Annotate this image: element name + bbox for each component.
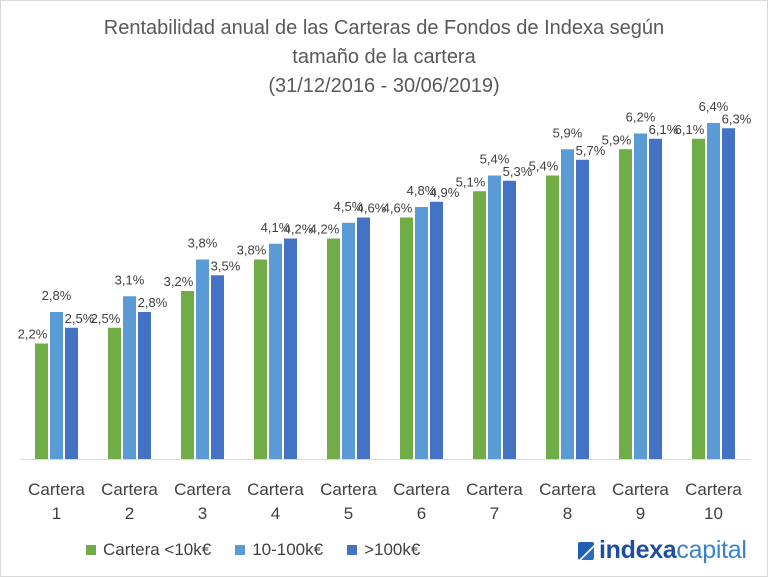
legend-item-medium: 10-100k€: [235, 540, 323, 560]
bar-0-cartera-5: [327, 238, 340, 459]
legend-swatch: [235, 545, 246, 555]
data-label: 6,1%: [675, 122, 705, 137]
x-tick-label: 5: [344, 504, 353, 523]
data-label: 3,8%: [237, 243, 267, 258]
data-label: 5,9%: [553, 125, 583, 140]
data-label: 4,6%: [357, 201, 387, 216]
bar-0-cartera-2: [108, 327, 121, 459]
data-label: 4,5%: [334, 199, 364, 214]
bar-1-cartera-4: [269, 243, 282, 459]
bar-2-cartera-2: [138, 312, 151, 459]
legend-label: Cartera <10k€: [103, 540, 212, 559]
title-line-1: Rentabilidad anual de las Carteras de Fo…: [103, 17, 665, 39]
x-tick-label: Cartera: [393, 480, 450, 499]
indexa-capital-logo: indexa capital: [578, 536, 747, 565]
data-label: 6,3%: [722, 111, 752, 126]
legend-item-small: Cartera <10k€: [86, 540, 211, 560]
data-label: 5,7%: [576, 143, 606, 158]
legend-swatch: [86, 545, 96, 555]
x-tick-label: Cartera: [101, 480, 158, 499]
bar-0-cartera-1: [35, 343, 48, 459]
data-label: 3,8%: [188, 236, 218, 251]
x-tick-label: 2: [125, 504, 134, 523]
bar-2-cartera-7: [503, 180, 516, 459]
x-tick-label: Cartera: [539, 480, 596, 499]
x-tick-label: Cartera: [320, 480, 377, 499]
data-label: 4,2%: [310, 222, 340, 237]
bar-1-cartera-8: [561, 149, 574, 459]
bar-1-cartera-7: [488, 175, 501, 459]
x-tick-label: 3: [198, 504, 207, 523]
x-tick-label: Cartera: [28, 480, 85, 499]
x-tick-label: 7: [490, 504, 499, 523]
logo-text-indexa: indexa: [599, 536, 677, 564]
data-label: 2,5%: [65, 311, 95, 326]
bar-1-cartera-6: [415, 207, 428, 459]
data-label: 5,9%: [602, 132, 632, 147]
data-label: 4,2%: [284, 222, 314, 237]
x-tick-label: Cartera: [685, 480, 742, 499]
bar-2-cartera-3: [211, 275, 224, 459]
title-line-2: tamaño de la cartera: [292, 46, 476, 68]
bar-0-cartera-10: [692, 138, 705, 459]
x-tick-label: Cartera: [466, 480, 523, 499]
chart-title: Rentabilidad anual de las Carteras de Fo…: [0, 14, 768, 101]
x-tick-label: 10: [704, 504, 723, 523]
bar-2-cartera-6: [430, 201, 443, 459]
bar-0-cartera-8: [546, 175, 559, 459]
bar-2-cartera-10: [722, 128, 735, 459]
data-label: 6,4%: [699, 99, 729, 114]
bar-1-cartera-1: [50, 312, 63, 459]
legend-label: 10-100k€: [252, 540, 324, 559]
data-label: 3,2%: [164, 274, 194, 289]
legend-item-large: >100k€: [347, 540, 420, 560]
bar-2-cartera-4: [284, 238, 297, 459]
bar-0-cartera-7: [473, 191, 486, 459]
data-label: 6,2%: [626, 110, 656, 125]
bar-2-cartera-1: [65, 327, 78, 459]
data-label: 4,9%: [430, 185, 460, 200]
legend: Cartera <10k€ 10-100k€ >100k€: [86, 540, 420, 560]
x-tick-label: 8: [563, 504, 572, 523]
data-label: 5,4%: [529, 159, 559, 174]
data-label: 2,2%: [18, 327, 48, 342]
data-label: 4,1%: [261, 220, 291, 235]
bar-0-cartera-6: [400, 217, 413, 459]
bar-2-cartera-5: [357, 217, 370, 459]
x-tick-label: 6: [417, 504, 426, 523]
data-label: 2,8%: [42, 288, 72, 303]
bar-0-cartera-9: [619, 149, 632, 459]
x-tick-label: Cartera: [174, 480, 231, 499]
data-label: 5,4%: [480, 152, 510, 167]
bar-0-cartera-4: [254, 259, 267, 459]
bar-1-cartera-10: [707, 123, 720, 459]
bar-1-cartera-3: [196, 259, 209, 459]
x-tick-label: Cartera: [247, 480, 304, 499]
data-label: 3,5%: [211, 258, 241, 273]
x-tick-label: 9: [636, 504, 645, 523]
bar-1-cartera-9: [634, 133, 647, 459]
data-label: 2,5%: [91, 311, 121, 326]
data-label: 4,8%: [407, 183, 437, 198]
legend-label: >100k€: [364, 540, 421, 559]
data-label: 3,1%: [115, 272, 145, 287]
bar-1-cartera-5: [342, 222, 355, 459]
x-tick-label: Cartera: [612, 480, 669, 499]
legend-swatch: [347, 545, 358, 555]
data-label: 4,6%: [383, 201, 413, 216]
logo-mark-icon: [578, 541, 594, 560]
x-tick-label: 1: [52, 504, 61, 523]
logo-text-capital: capital: [676, 536, 747, 564]
title-line-3: (31/12/2016 - 30/06/2019): [268, 75, 500, 97]
bar-0-cartera-3: [181, 291, 194, 459]
data-label: 5,1%: [456, 174, 486, 189]
data-label: 2,8%: [138, 295, 168, 310]
data-label: 6,1%: [649, 122, 679, 137]
x-tick-label: 4: [271, 504, 280, 523]
data-label: 5,3%: [503, 164, 533, 179]
bar-2-cartera-9: [649, 138, 662, 459]
bar-2-cartera-8: [576, 159, 589, 459]
bar-1-cartera-2: [123, 296, 136, 459]
